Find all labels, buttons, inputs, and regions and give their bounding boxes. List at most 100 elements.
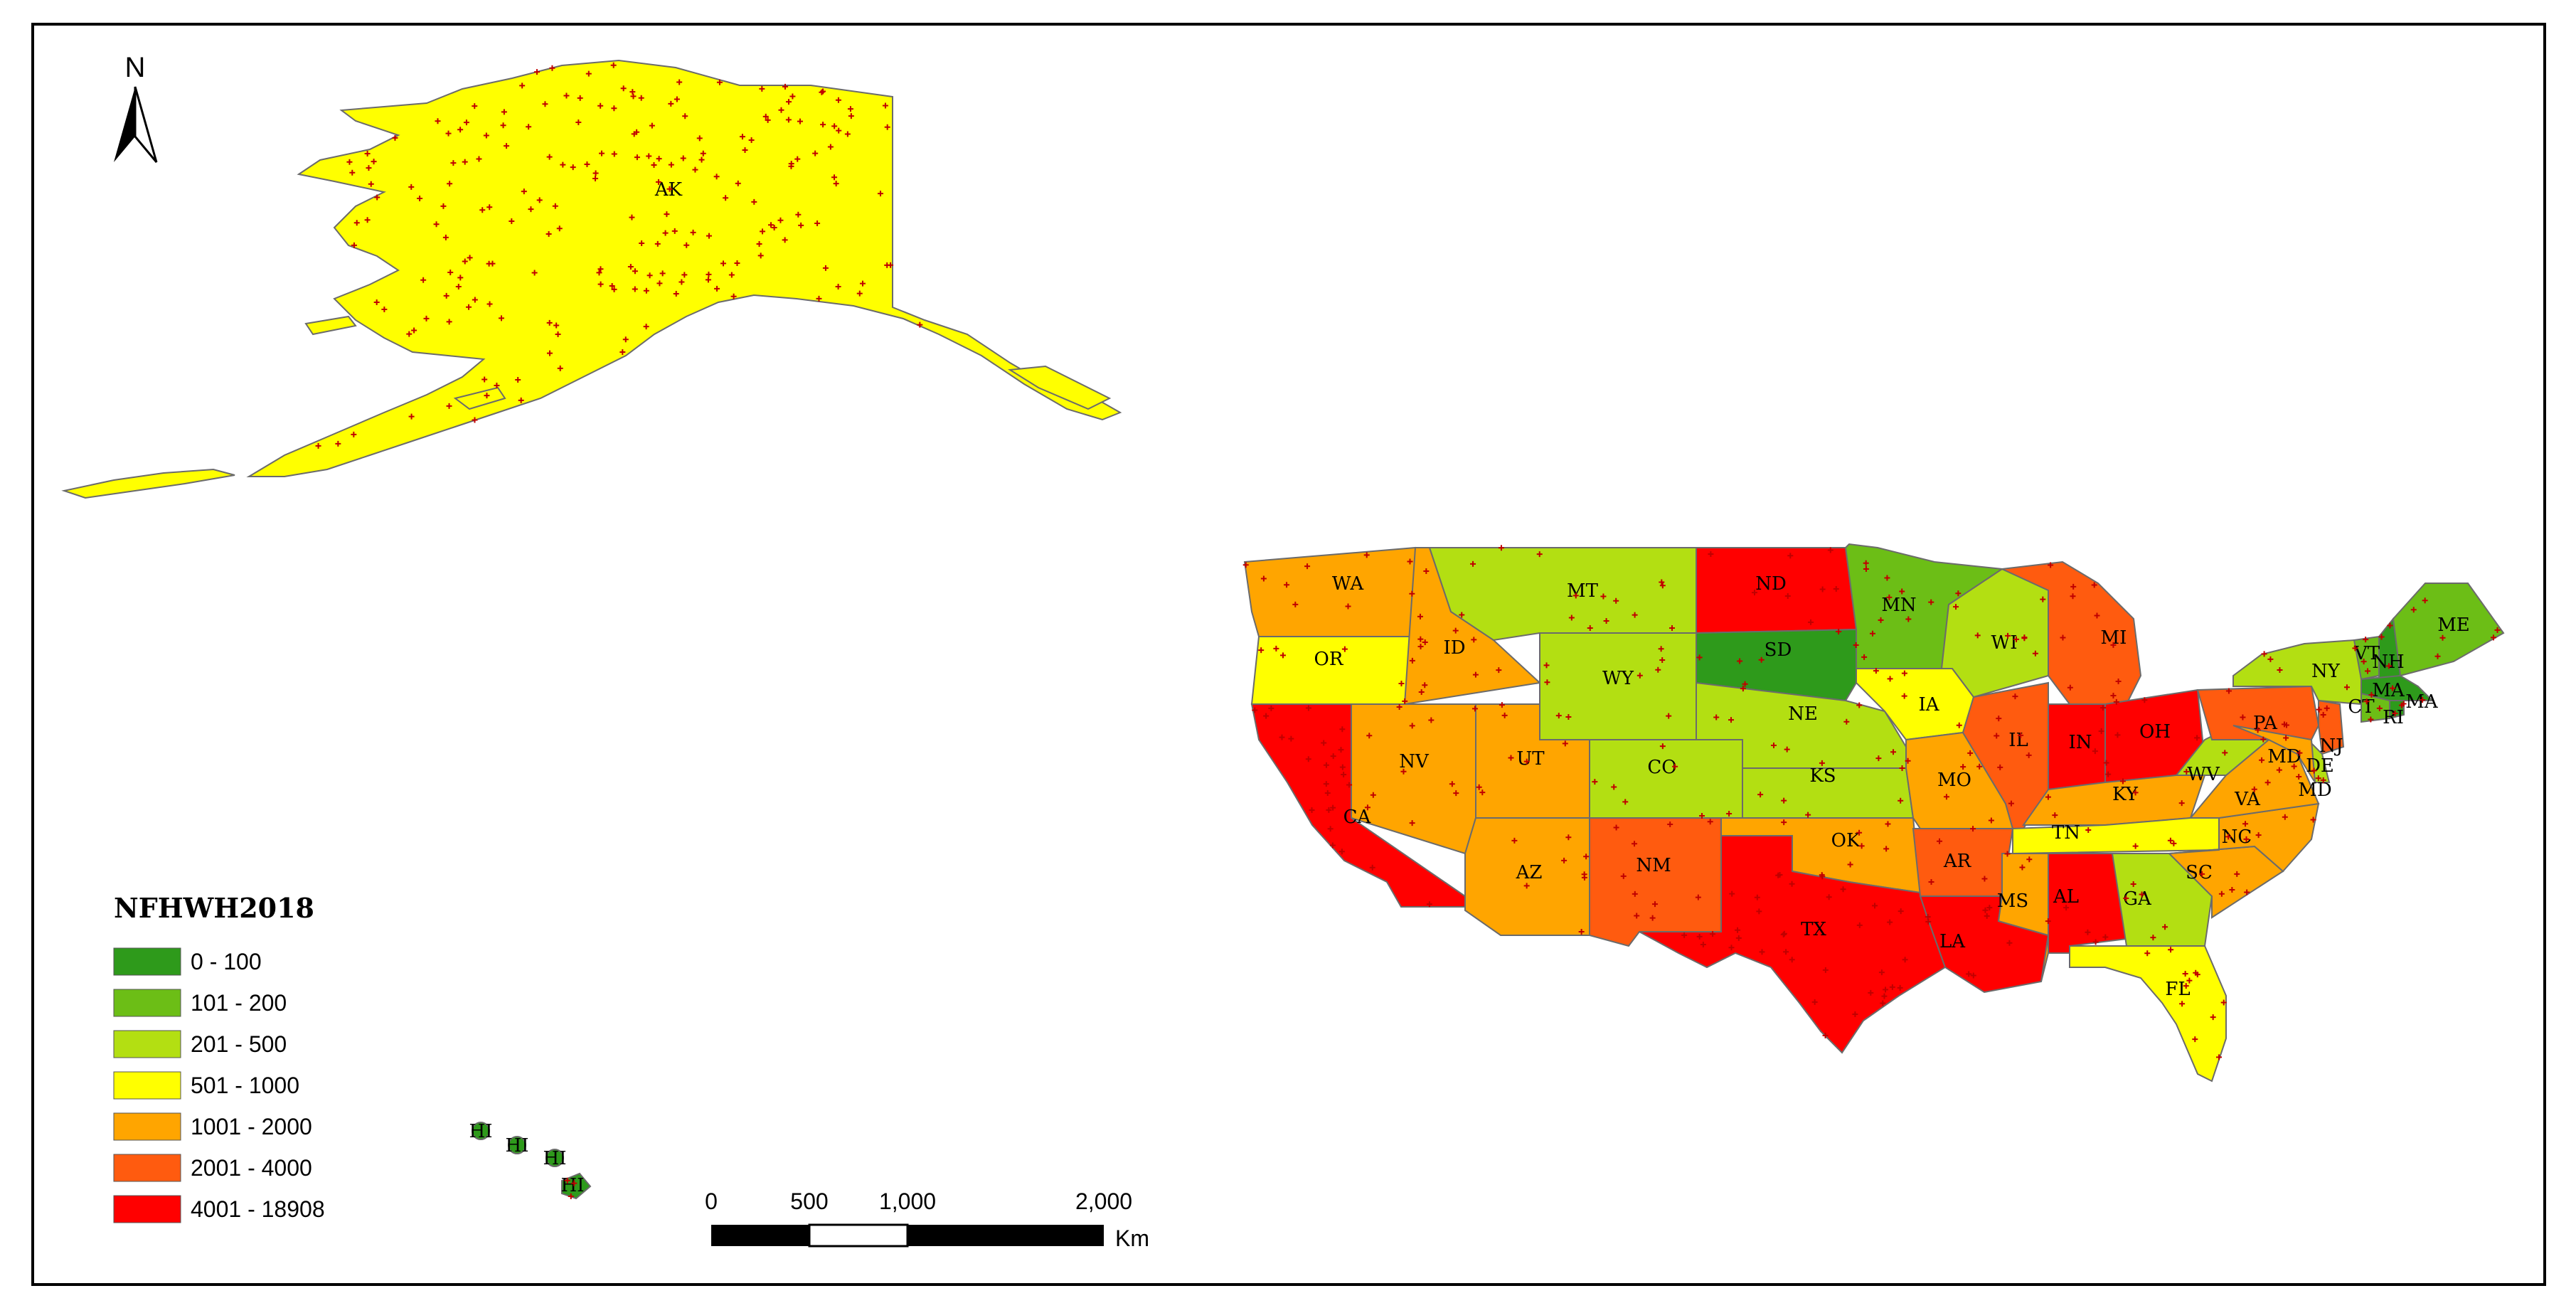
point-marker [2110, 642, 2117, 648]
point-marker [504, 143, 510, 149]
point-marker [1565, 714, 1572, 721]
point-marker [762, 113, 769, 119]
point-marker [445, 130, 452, 137]
point-marker [1757, 792, 1764, 798]
north-arrow-icon-right [134, 86, 158, 163]
point-marker [1982, 907, 1989, 913]
point-marker [546, 319, 553, 326]
point-marker [528, 206, 534, 213]
point-marker [433, 221, 440, 228]
point-marker [315, 442, 321, 449]
state-ga [2111, 853, 2213, 947]
state-tx [1639, 835, 1947, 1054]
point-marker [1426, 901, 1432, 908]
point-marker [1632, 841, 1638, 847]
point-marker [632, 286, 638, 292]
point-marker [2183, 768, 2190, 775]
point-marker [366, 165, 372, 171]
point-marker [1366, 733, 1373, 739]
state-labels: AK HI HI HI HI WA OR CA ID NV UT AZ MT W… [469, 179, 2470, 1196]
point-marker [728, 272, 735, 278]
point-marker [2006, 940, 2013, 946]
point-marker [1496, 667, 1502, 674]
point-marker [2210, 1014, 2216, 1021]
point-marker [549, 65, 555, 71]
point-marker [735, 180, 741, 186]
point-marker [1268, 705, 1274, 711]
point-marker [546, 154, 553, 160]
point-marker [2434, 653, 2441, 659]
point-marker [408, 184, 415, 190]
label-fl: FL [2165, 979, 2190, 1000]
point-marker [835, 97, 841, 103]
point-marker [2378, 634, 2385, 640]
point-marker [1400, 768, 1407, 775]
legend-swatch [113, 1154, 181, 1182]
point-marker [455, 283, 462, 289]
point-marker [1242, 562, 1249, 568]
point-marker [820, 88, 826, 95]
point-marker [1476, 784, 1482, 790]
legend-label: 0 - 100 [191, 949, 262, 974]
point-marker [1740, 686, 1746, 692]
point-marker [2045, 918, 2051, 925]
point-marker [2282, 814, 2288, 820]
point-marker [563, 92, 570, 99]
point-marker [1981, 876, 1988, 882]
point-marker [556, 225, 563, 232]
scale-segment [711, 1225, 809, 1246]
point-marker [1873, 668, 1879, 674]
point-marker [2021, 635, 2028, 642]
point-marker [406, 331, 413, 337]
label-nh: NH [2372, 652, 2404, 673]
point-marker [346, 159, 353, 165]
point-marker [827, 144, 834, 150]
point-marker [751, 198, 757, 205]
point-marker [1878, 969, 1885, 976]
point-marker [499, 315, 505, 321]
point-marker [2171, 840, 2177, 846]
point-marker [1988, 817, 1994, 824]
point-marker [1659, 579, 1665, 585]
point-marker [1700, 941, 1706, 947]
point-marker [734, 260, 740, 267]
point-marker [2070, 593, 2076, 600]
point-marker [2167, 837, 2173, 844]
label-mt: MT [1567, 580, 1599, 602]
point-marker [1781, 930, 1787, 937]
point-marker [2008, 800, 2014, 807]
point-marker [706, 271, 712, 277]
point-marker [521, 188, 527, 195]
legend-swatch [113, 1112, 181, 1141]
point-marker [2310, 817, 2316, 823]
point-marker [844, 131, 851, 137]
point-marker [1305, 705, 1311, 711]
point-marker [447, 269, 454, 275]
point-marker [1511, 837, 1518, 844]
point-marker [822, 265, 829, 271]
point-marker [447, 181, 453, 187]
north-arrow-icon [114, 87, 135, 162]
point-marker [1603, 617, 1609, 624]
point-marker [2244, 889, 2250, 895]
point-marker [1418, 688, 1425, 695]
point-marker [486, 204, 493, 211]
point-marker [646, 153, 652, 159]
point-marker [1833, 585, 1839, 592]
label-la: LA [1939, 931, 1966, 952]
point-marker [408, 413, 415, 420]
label-tx: TX [1801, 919, 1826, 940]
point-marker [2052, 812, 2058, 819]
point-marker [2114, 732, 2121, 738]
point-marker [610, 62, 617, 68]
point-marker [1470, 560, 1476, 567]
point-marker [676, 79, 683, 85]
point-marker [848, 113, 854, 119]
point-marker [518, 397, 524, 403]
point-marker [1471, 637, 1477, 643]
point-marker [681, 272, 688, 278]
label-ky: KY [2112, 784, 2139, 805]
label-hi-3: HI [543, 1148, 567, 1169]
legend-swatch [113, 947, 181, 976]
